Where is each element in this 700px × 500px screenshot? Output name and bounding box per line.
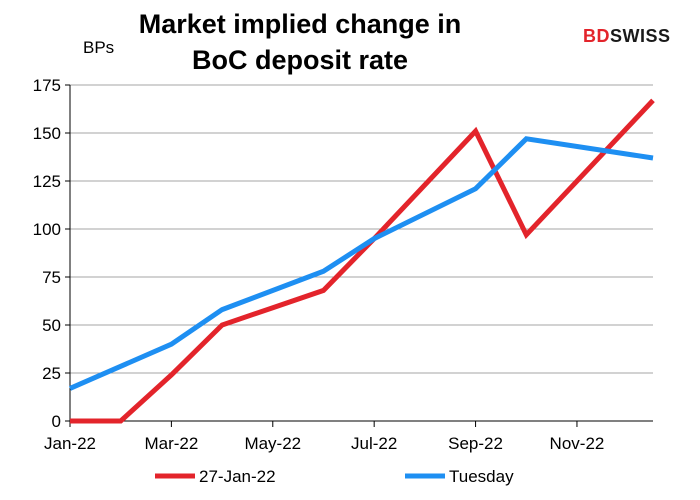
x-tick-label-May-22: May-22 (244, 434, 301, 453)
y-tick-label-100: 100 (33, 220, 61, 239)
axes (65, 84, 653, 427)
y-tick-label-125: 125 (33, 172, 61, 191)
y-tick-label-75: 75 (42, 268, 61, 287)
x-tick-label-Jan-22: Jan-22 (44, 434, 96, 453)
legend: 27-Jan-22 Tuesday (155, 467, 514, 486)
series-line-2 (69, 136, 654, 391)
x-tick-label-Mar-22: Mar-22 (144, 434, 198, 453)
bdswiss-logo: BDSWISS (583, 26, 671, 47)
x-tick-labels: Jan-22 Mar-22 May-22 Jul-22 Sep-22 Nov-22 (44, 434, 604, 453)
logo-text-bd: BD (583, 26, 610, 46)
logo-text-swiss: SWISS (610, 26, 671, 46)
series-line-1 (70, 98, 655, 424)
y-tick-label-25: 25 (42, 364, 61, 383)
series-lines (69, 98, 655, 424)
gridlines (70, 84, 653, 374)
x-tick-label-Nov-22: Nov-22 (550, 434, 605, 453)
y-tick-label-0: 0 (52, 412, 61, 431)
legend-label-2: Tuesday (449, 467, 514, 486)
legend-label-1: 27-Jan-22 (199, 467, 276, 486)
x-tick-label-Sep-22: Sep-22 (448, 434, 503, 453)
y-tick-label-150: 150 (33, 124, 61, 143)
y-axis-unit-label: BPs (83, 38, 115, 57)
chart-title: Market implied change in BoC deposit rat… (120, 6, 480, 78)
x-tick-label-Jul-22: Jul-22 (351, 434, 397, 453)
chart-title-line-2: BoC deposit rate (191, 45, 409, 75)
y-tick-labels: 0 25 50 75 100 125 150 175 (33, 76, 61, 431)
chart-title-line-1: Market implied change in (138, 9, 462, 39)
y-tick-label-175: 175 (33, 76, 61, 95)
y-tick-label-50: 50 (42, 316, 61, 335)
